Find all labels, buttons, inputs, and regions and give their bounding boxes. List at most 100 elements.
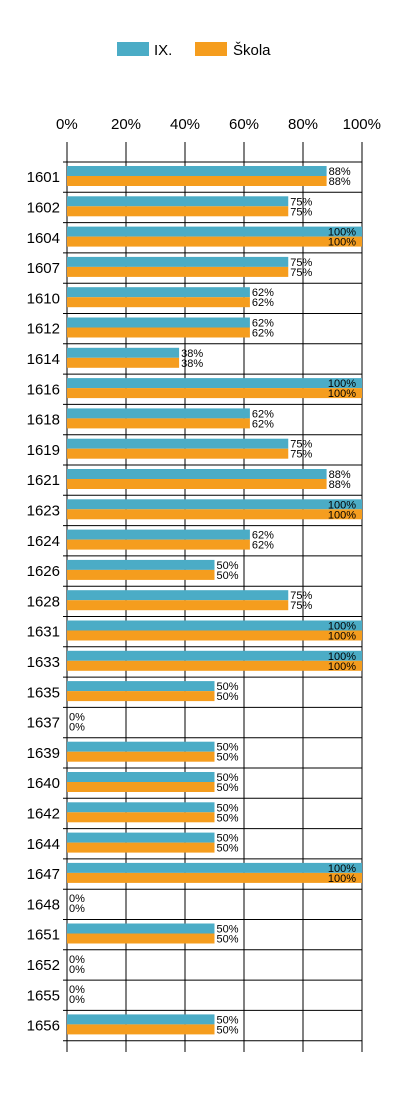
- bar-skola: [67, 539, 250, 550]
- bar-ix: [67, 620, 362, 631]
- bar-skola: [67, 388, 362, 399]
- x-tick-label: 0%: [56, 116, 78, 133]
- bar-skola: [67, 782, 215, 792]
- bar-skola: [67, 660, 362, 671]
- category-label: 1621: [27, 472, 60, 489]
- data-label-skola: 50%: [217, 752, 239, 764]
- data-label-skola: 75%: [290, 600, 312, 612]
- data-label-ix: 62%: [252, 408, 274, 420]
- data-label-skola: 0%: [69, 903, 85, 915]
- category-label: 1614: [27, 351, 60, 368]
- data-label-ix: 0%: [69, 954, 85, 966]
- bar-ix: [67, 1014, 215, 1025]
- data-label-ix: 62%: [252, 287, 274, 299]
- legend-label-2: Škola: [233, 42, 271, 59]
- data-label-skola: 100%: [328, 873, 356, 885]
- category-label: 1612: [27, 321, 60, 338]
- data-label-skola: 50%: [217, 812, 239, 824]
- bar-ix: [67, 408, 250, 419]
- data-label-skola: 0%: [69, 721, 85, 733]
- x-tick-label: 100%: [343, 116, 381, 133]
- bar-ix: [67, 166, 327, 176]
- bar-ix: [67, 741, 215, 752]
- data-label-ix: 88%: [329, 166, 351, 178]
- data-label-skola: 62%: [252, 418, 274, 430]
- legend-swatch-2: [195, 42, 227, 56]
- data-label-ix: 50%: [217, 1014, 239, 1026]
- category-label: 1607: [27, 260, 60, 277]
- data-label-ix: 100%: [328, 227, 356, 239]
- x-tick-label: 80%: [288, 116, 318, 133]
- data-label-skola: 75%: [290, 449, 312, 461]
- bar-ix: [67, 256, 289, 267]
- bar-ix: [67, 226, 362, 237]
- bar-skola: [67, 327, 250, 338]
- bar-skola: [67, 1024, 215, 1035]
- data-label-ix: 0%: [69, 893, 85, 905]
- category-label: 1616: [27, 381, 60, 398]
- data-label-ix: 0%: [69, 711, 85, 723]
- bar-ix: [67, 499, 362, 510]
- category-label: 1633: [27, 654, 60, 671]
- bar-ix: [67, 923, 215, 934]
- category-label: 1651: [27, 927, 60, 944]
- data-label-skola: 0%: [69, 994, 85, 1006]
- category-label: 1624: [27, 533, 60, 550]
- data-label-skola: 100%: [328, 237, 356, 249]
- bar-skola: [67, 236, 362, 247]
- data-label-skola: 50%: [217, 782, 239, 794]
- bar-ix: [67, 772, 215, 782]
- bar-ix: [67, 559, 215, 570]
- bar-ix: [67, 287, 250, 298]
- data-label-ix: 75%: [290, 439, 312, 451]
- data-label-skola: 50%: [217, 570, 239, 582]
- bar-ix: [67, 590, 289, 601]
- category-label: 1619: [27, 442, 60, 459]
- category-label: 1604: [27, 230, 60, 247]
- data-label-ix: 75%: [290, 257, 312, 269]
- bar-skola: [67, 812, 215, 823]
- data-label-ix: 62%: [252, 318, 274, 330]
- category-label: 1656: [27, 1018, 60, 1035]
- bar-skola: [67, 842, 215, 853]
- bar-ix: [67, 317, 250, 328]
- data-label-ix: 50%: [217, 924, 239, 936]
- category-label: 1602: [27, 199, 60, 216]
- category-label: 1610: [27, 290, 60, 307]
- x-tick-label: 20%: [111, 116, 141, 133]
- bar-ix: [67, 469, 327, 479]
- bar-ix: [67, 529, 250, 540]
- category-label: 1642: [27, 805, 60, 822]
- x-tick-label: 40%: [170, 116, 200, 133]
- category-label: 1631: [27, 624, 60, 641]
- bar-skola: [67, 569, 215, 580]
- data-label-skola: 100%: [328, 388, 356, 400]
- data-label-skola: 62%: [252, 540, 274, 552]
- category-label: 1601: [27, 169, 60, 186]
- data-label-skola: 100%: [328, 509, 356, 521]
- bar-skola: [67, 266, 289, 277]
- bar-skola: [67, 206, 289, 217]
- data-label-ix: 75%: [290, 196, 312, 208]
- data-label-ix: 0%: [69, 984, 85, 996]
- bar-skola: [67, 297, 250, 308]
- bar-ix: [67, 832, 215, 843]
- bar-skola: [67, 479, 327, 489]
- bar-ix: [67, 862, 362, 873]
- data-label-skola: 88%: [329, 176, 351, 188]
- category-label: 1623: [27, 502, 60, 519]
- data-label-skola: 88%: [329, 479, 351, 491]
- data-label-skola: 62%: [252, 328, 274, 340]
- data-label-skola: 0%: [69, 964, 85, 976]
- data-label-ix: 50%: [217, 772, 239, 784]
- bar-skola: [67, 509, 362, 520]
- bar-skola: [67, 600, 289, 611]
- category-label: 1637: [27, 715, 60, 732]
- data-label-ix: 100%: [328, 499, 356, 511]
- data-label-skola: 50%: [217, 691, 239, 703]
- data-label-ix: 50%: [217, 833, 239, 845]
- category-label: 1626: [27, 563, 60, 580]
- category-label: 1640: [27, 775, 60, 792]
